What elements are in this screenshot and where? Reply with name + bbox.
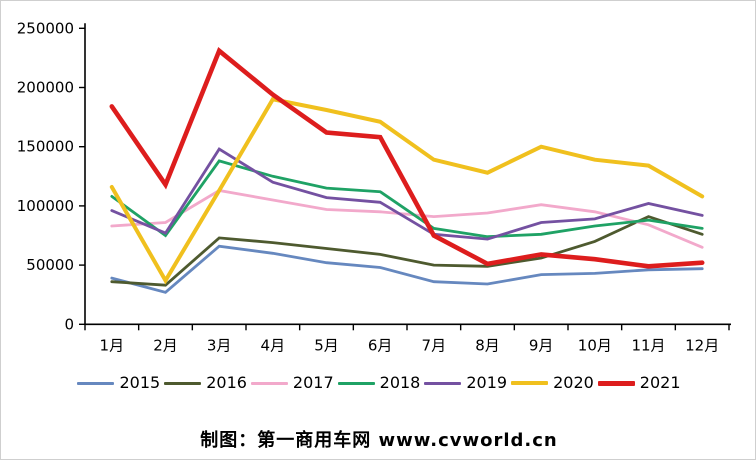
y-tick-label: 0 [64,315,74,333]
x-tick-label: 1月 [100,336,125,354]
series-line-2018 [110,159,704,239]
y-tick-label: 50000 [26,256,74,274]
legend-item-2020: 2020 [511,375,594,391]
x-tick-label: 2月 [153,336,178,354]
legend-item-2016: 2016 [164,375,247,391]
chart-series-lines [109,47,705,294]
legend-swatch-2018 [337,381,375,385]
x-tick-label: 6月 [368,336,393,354]
x-tick-label: 12月 [685,336,719,354]
sales-line-chart: 0 50000 100000 150000 200000 250000 1月 2月 3月 4月 5… [17,19,731,354]
legend-label-2016: 2016 [206,373,247,392]
series-line-2016 [110,215,704,287]
y-tick-label: 200000 [17,79,74,97]
y-tick-label: 250000 [17,19,74,37]
x-tick-label: 9月 [529,336,554,354]
chart-legend: 2015 2016 2017 2018 2019 2020 2021 [1,373,755,392]
legend-swatch-2016 [164,381,202,385]
x-tick-label: 10月 [578,336,612,354]
series-line-2015 [110,244,704,294]
series-line-2020 [109,97,705,285]
y-axis-tick-labels: 0 50000 100000 150000 200000 250000 [17,19,74,333]
legend-swatch-2021 [597,380,635,386]
legend-label-2017: 2017 [292,373,334,392]
x-tick-label: 3月 [207,336,232,354]
legend-label-2020: 2020 [553,373,594,392]
legend-swatch-2015 [77,381,115,385]
x-tick-label: 11月 [631,336,665,354]
legend-label-2018: 2018 [379,373,421,392]
series-line-2019 [110,147,704,241]
legend-label-2019: 2019 [466,373,508,392]
legend-item-2021: 2021 [597,373,681,392]
legend-label-2021: 2021 [639,373,681,392]
legend-swatch-2020 [511,381,549,385]
legend-label-2015: 2015 [119,373,161,392]
legend-item-2017: 2017 [250,373,334,392]
series-line-2021 [109,47,705,269]
axis-lines [79,23,731,331]
source-caption: 制图：第一商用车网 www.cvworld.cn [200,430,558,451]
x-tick-label: 7月 [422,336,447,354]
legend-swatch-2017 [250,381,288,385]
x-tick-label: 4月 [261,336,286,354]
legend-item-2019: 2019 [424,375,507,391]
legend-swatch-2019 [424,381,462,385]
legend-item-2018: 2018 [337,373,421,392]
x-tick-label: 5月 [314,336,339,354]
x-tick-label: 8月 [475,336,500,354]
legend-item-2015: 2015 [77,375,160,391]
x-axis-tick-labels: 1月 2月 3月 4月 5月 6月 7月 8月 9月 10月 11月 12月 [100,336,720,354]
y-tick-label: 150000 [17,138,74,156]
y-tick-label: 100000 [17,197,74,215]
series-line-2017 [110,189,704,249]
